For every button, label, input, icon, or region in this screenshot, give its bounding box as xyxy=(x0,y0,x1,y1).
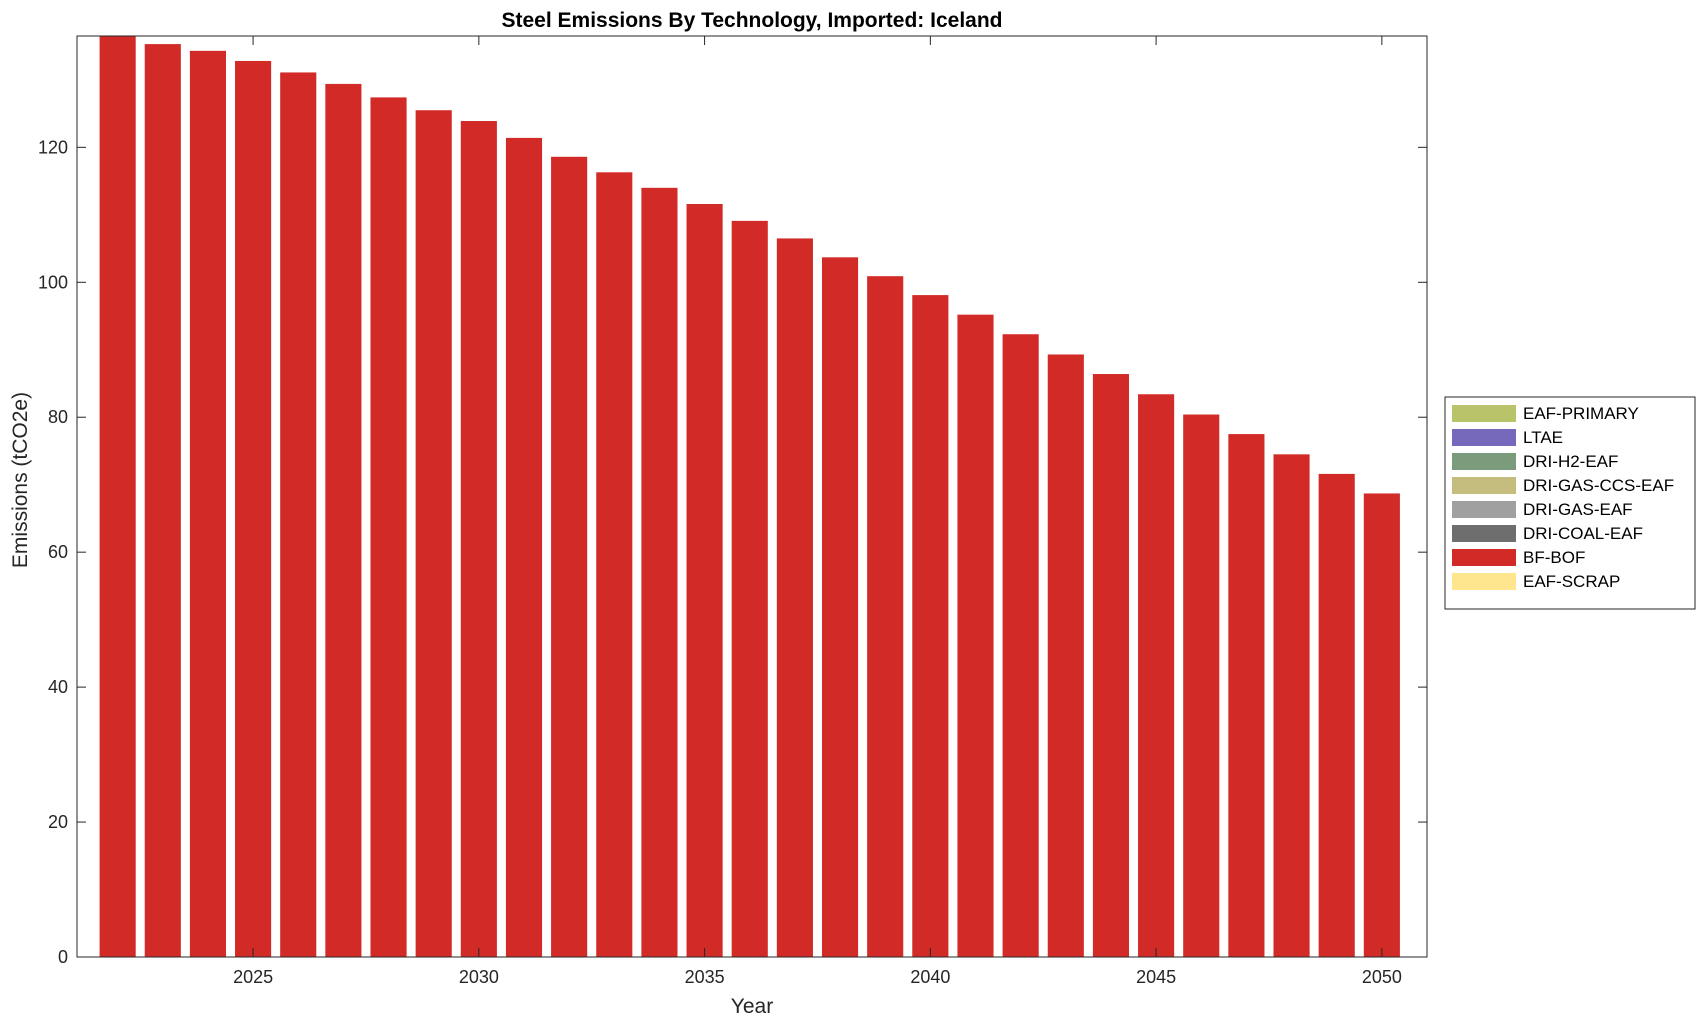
x-axis-label: Year xyxy=(731,995,773,1018)
legend-label-dri-coal-eaf: DRI-COAL-EAF xyxy=(1523,524,1643,543)
legend-swatch-eaf-primary xyxy=(1452,405,1516,422)
bar-bf-bof-2029 xyxy=(415,110,452,958)
y-tick-label: 60 xyxy=(48,542,68,562)
x-tick-label: 2050 xyxy=(1362,967,1402,987)
chart-title: Steel Emissions By Technology, Imported:… xyxy=(502,9,1003,32)
y-tick-label: 40 xyxy=(48,677,68,697)
bar-bf-bof-2028 xyxy=(370,97,407,957)
bar-bf-bof-2026 xyxy=(280,72,317,957)
bar-bf-bof-2047 xyxy=(1228,434,1265,958)
legend-swatch-eaf-scrap xyxy=(1452,573,1516,590)
bar-bf-bof-2023 xyxy=(144,44,181,958)
x-tick-label: 2025 xyxy=(233,967,273,987)
legend-swatch-dri-gas-ccs-eaf xyxy=(1452,477,1516,494)
bar-bf-bof-2027 xyxy=(325,83,362,957)
legend-label-dri-gas-eaf: DRI-GAS-EAF xyxy=(1523,500,1633,519)
bar-bf-bof-2038 xyxy=(821,257,859,957)
legend-swatch-dri-h2-eaf xyxy=(1452,453,1516,470)
plot-area-frame xyxy=(76,35,1428,958)
x-tick-label: 2040 xyxy=(910,967,950,987)
bar-bf-bof-2042 xyxy=(1002,334,1039,958)
bar-bf-bof-2049 xyxy=(1318,473,1355,957)
bar-bf-bof-2024 xyxy=(189,50,226,957)
y-tick-label: 20 xyxy=(48,812,68,832)
y-tick-label: 120 xyxy=(38,137,68,157)
legend: EAF-PRIMARY LTAE DRI-H2-EAF DRI-GAS-CCS-EAF… xyxy=(1444,396,1696,610)
legend-swatch-bf-bof xyxy=(1452,549,1516,566)
bar-bf-bof-2045 xyxy=(1138,394,1175,957)
bar-bf-bof-2036 xyxy=(731,220,768,957)
legend-swatch-dri-coal-eaf xyxy=(1452,525,1516,542)
legend-label-dri-gas-ccs-eaf: DRI-GAS-CCS-EAF xyxy=(1523,476,1674,495)
bar-bf-bof-2044 xyxy=(1092,374,1130,957)
y-tick-label: 100 xyxy=(38,272,68,292)
bar-bf-bof-2034 xyxy=(641,187,678,957)
bar-bf-bof-2050 xyxy=(1363,493,1400,957)
bar-bf-bof-2025 xyxy=(235,60,272,957)
legend-label-ltae: LTAE xyxy=(1523,428,1563,447)
bar-bf-bof-2033 xyxy=(596,172,633,958)
y-tick-label: 80 xyxy=(48,407,68,427)
x-tick-label: 2035 xyxy=(685,967,725,987)
bars-group xyxy=(99,36,1400,958)
legend-label-bf-bof: BF-BOF xyxy=(1523,548,1585,567)
legend-label-dri-h2-eaf: DRI-H2-EAF xyxy=(1523,452,1618,471)
bar-bf-bof-2043 xyxy=(1047,354,1084,958)
bar-bf-bof-2039 xyxy=(867,276,904,957)
bar-bf-bof-2046 xyxy=(1183,414,1220,957)
bar-bf-bof-2030 xyxy=(460,121,497,957)
bar-bf-bof-2035 xyxy=(686,204,723,957)
x-tick-label: 2045 xyxy=(1136,967,1176,987)
bar-bf-bof-2031 xyxy=(505,137,543,957)
legend-label-eaf-primary: EAF-PRIMARY xyxy=(1523,404,1639,423)
legend-label-eaf-scrap: EAF-SCRAP xyxy=(1523,572,1620,591)
bar-bf-bof-2022 xyxy=(99,36,136,957)
legend-swatch-ltae xyxy=(1452,429,1516,446)
bar-bf-bof-2040 xyxy=(912,295,949,958)
y-axis-label: Emissions (tCO2e) xyxy=(9,392,32,568)
legend-swatch-dri-gas-eaf xyxy=(1452,501,1516,518)
bar-bf-bof-2032 xyxy=(551,156,588,957)
bar-bf-bof-2048 xyxy=(1273,454,1310,957)
bar-bf-bof-2037 xyxy=(776,238,813,958)
y-tick-label: 0 xyxy=(58,947,68,967)
bar-bf-bof-2041 xyxy=(957,314,994,957)
x-tick-label: 2030 xyxy=(459,967,499,987)
